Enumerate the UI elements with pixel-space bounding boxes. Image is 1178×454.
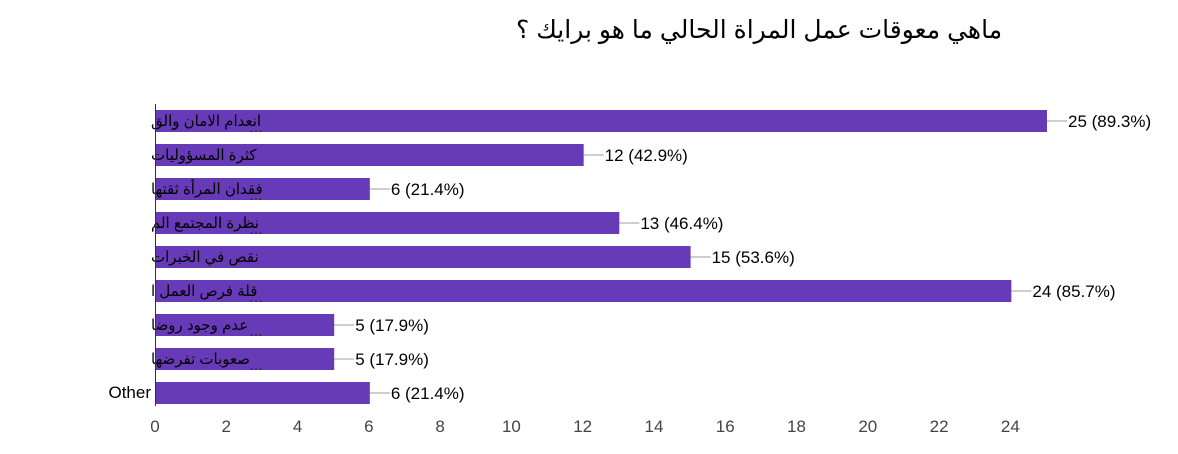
bar-8: [156, 382, 370, 404]
bar-4: [156, 246, 691, 268]
category-label-8: Other: [108, 383, 151, 402]
x-tick-label-9: 18: [787, 417, 806, 436]
category-ellipsis-6: …: [249, 323, 263, 339]
bar-2: [156, 178, 370, 200]
x-tick-label-8: 16: [716, 417, 735, 436]
x-tick-label-2: 4: [293, 417, 302, 436]
value-label-5: 24 (85.7%): [1032, 282, 1115, 301]
value-label-6: 5 (17.9%): [355, 316, 429, 335]
category-label-3: نظرة المجتمع الم: [151, 215, 259, 232]
value-label-2: 6 (21.4%): [391, 180, 465, 199]
bar-0: [156, 110, 1047, 132]
x-tick-label-1: 2: [222, 417, 231, 436]
value-label-7: 5 (17.9%): [355, 350, 429, 369]
value-label-3: 13 (46.4%): [640, 214, 723, 233]
x-tick-label-4: 8: [435, 417, 444, 436]
category-label-5: قلة فرص العمل ا: [151, 283, 257, 300]
bars-layer: 25 (89.3%)انعدام الامان والق…12 (42.9%)ك…: [108, 110, 1151, 404]
category-label-4: نقص في الخبرات: [151, 249, 259, 267]
bar-3: [156, 212, 620, 234]
x-tick-label-0: 0: [150, 417, 159, 436]
category-label-7: صعوبات تفرضها: [151, 351, 250, 368]
x-tick-label-3: 6: [364, 417, 373, 436]
value-label-0: 25 (89.3%): [1068, 112, 1151, 131]
bar-7: [156, 348, 335, 370]
value-label-4: 15 (53.6%): [712, 248, 795, 267]
category-ellipsis-3: …: [249, 221, 263, 237]
category-label-6: عدم وجود روضا: [151, 317, 248, 334]
x-tick-label-12: 24: [1001, 417, 1020, 436]
chart-title: ماهي معوقات عمل المراة الحالي ما هو براي…: [516, 16, 1002, 44]
x-axis-ticks: 0 2 4 6 8 10 12 14 16 18 20 22 24: [150, 417, 1020, 436]
category-label-2: فقدان المرأة ثقتها: [151, 179, 263, 198]
x-tick-label-5: 10: [502, 417, 521, 436]
value-label-1: 12 (42.9%): [605, 146, 688, 165]
x-tick-label-11: 22: [930, 417, 949, 436]
bar-1: [156, 144, 584, 166]
category-label-1: كثرة المسؤوليات: [151, 147, 257, 164]
bar-6: [156, 314, 335, 336]
category-ellipsis-0: …: [249, 119, 263, 135]
x-tick-label-6: 12: [573, 417, 592, 436]
category-label-0: انعدام الامان والق: [151, 113, 261, 130]
x-tick-label-10: 20: [858, 417, 877, 436]
bar-5: [156, 280, 1012, 302]
category-ellipsis-2: …: [249, 187, 263, 203]
category-ellipsis-7: …: [249, 357, 263, 373]
x-tick-label-7: 14: [644, 417, 663, 436]
value-label-8: 6 (21.4%): [391, 384, 465, 403]
category-ellipsis-5: …: [249, 289, 263, 305]
